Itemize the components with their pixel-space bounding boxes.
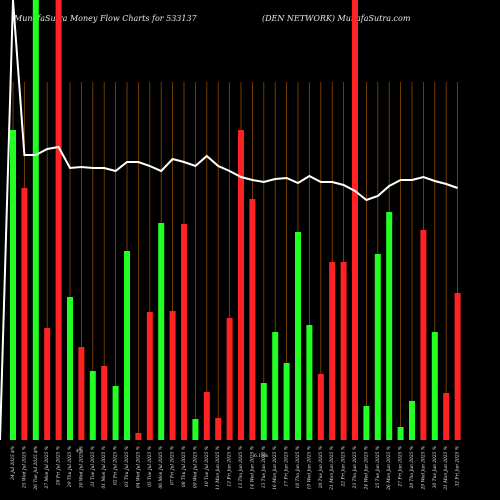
chart-title-left: MunafaSutra Money Flow Charts for 533137: [14, 14, 197, 23]
bar-25: [283, 363, 290, 440]
x-tick-label: 05 Tue Jul 2025 %: [148, 446, 153, 487]
bar-34: [386, 212, 393, 440]
annotation-1: $%: [76, 448, 84, 454]
bar-33: [374, 254, 381, 440]
bar-32: [363, 406, 370, 440]
x-tick-label: 26 Mon Jun 2025 %: [387, 446, 392, 491]
x-tick-label: 29 Wed Jun 2025 %: [421, 446, 426, 491]
x-tick-label: 17 Fri Jun 2025 %: [285, 446, 290, 486]
bar-39: [443, 393, 450, 440]
x-tick-label: 19 Wed Jun 2025 %: [307, 446, 312, 490]
x-tick-label: 24 Jul 2025 $%: [11, 446, 16, 481]
bar-8: [89, 371, 96, 440]
bar-27: [306, 325, 313, 440]
bar-19: [215, 418, 222, 440]
bar-11: [124, 251, 130, 440]
x-tick-label: 24 Wed Jun 2025 %: [364, 446, 369, 491]
x-tick-label: 12 Fri Jun 2025 %: [228, 446, 233, 486]
bar-23: [260, 383, 267, 440]
bar-9: [101, 366, 108, 440]
bar-10: [112, 386, 119, 440]
chart-title-right: (DEN NETWORK) MunafaSutra.com: [262, 14, 411, 23]
x-tick-label: 30 Tue Jun 2025 %: [433, 446, 438, 488]
bar-18: [203, 392, 210, 440]
bar-6: [67, 297, 73, 440]
x-tick-label: 29 Thu Jul 2025 %: [68, 446, 73, 488]
x-tick-label: 15 Tue Jun 2025 %: [262, 446, 267, 488]
x-tick-label: 31 Tue Jul 2025 %: [91, 446, 96, 487]
x-tick-labels: 24 Jul 2025 $% 25 Wed Jul 2025 % 26 Tue Ju…: [11, 446, 461, 491]
bar-28: [317, 374, 324, 440]
bar-12: [135, 433, 142, 440]
bar-35: [397, 427, 404, 440]
x-tick-label: 02 Fri Jul 2025 %: [114, 446, 119, 485]
x-tick-label: 27 Mon Jul 2025 %: [45, 446, 50, 489]
bar-24: [272, 332, 279, 440]
bar-17: [192, 419, 199, 440]
trend-line: [0, 0, 458, 441]
x-tick-label: 10 Tue Jul 2025 %: [205, 446, 210, 487]
x-tick-label: 20 Tue Jun 2025 %: [319, 446, 324, 489]
x-tick-label: 03 Thu Jul 2025 %: [125, 446, 130, 487]
bar-40: [454, 293, 461, 440]
bar-38: [431, 332, 438, 440]
x-tick-label: 16 Mon Jun 2025 %: [273, 446, 278, 490]
bar-1: [10, 130, 16, 440]
x-tick-label: 01 Mon Jul 2025 %: [102, 446, 107, 488]
x-tick-label: 21 Mon Jun 2025 %: [330, 446, 335, 491]
x-tick-label: 08 Thu Jul 2025 %: [182, 446, 187, 487]
bar-2: [21, 188, 28, 440]
x-tick-label: 28 Fri Jul 2025 %: [57, 446, 62, 486]
x-tick-label: 27 Fri Jun 2025 %: [399, 446, 404, 487]
bar-37: [420, 230, 427, 440]
x-tick-label: 32 Fri Jun 2025 %: [456, 446, 461, 486]
x-tick-label: 06 Mon Jul 2025 %: [159, 446, 164, 488]
bar-5: [55, 0, 62, 440]
bar-29: [329, 262, 336, 440]
x-tick-label: 14 Wed Jun 2025 %: [250, 446, 255, 490]
bar-14: [158, 223, 165, 440]
bar-31: [352, 0, 358, 440]
bar-21: [238, 130, 244, 440]
x-tick-label: 25 Tue Jun 2025 %: [376, 446, 381, 489]
bar-13: [146, 312, 153, 440]
bar-7: [78, 347, 85, 440]
bar-3: [32, 0, 39, 440]
bar-36: [409, 401, 415, 440]
x-tick-label: 30 Wed Jul 2025 %: [79, 446, 84, 488]
bar-16: [181, 224, 187, 440]
x-tick-label: 25 Wed Jul 2025 %: [22, 446, 27, 489]
trend-line-group: [0, 0, 458, 441]
x-tick-label: 09 Wed Jul 2025 %: [193, 446, 198, 488]
x-tick-label: 07 Fri Jul 2025 %: [171, 446, 176, 485]
bar-4: [44, 328, 51, 440]
x-tick-label: 18 Thu Jun 2025 %: [296, 446, 301, 489]
x-tick-label: 26 Tue Jul 2025 $%: [34, 446, 39, 491]
x-tick-label: 22 Fri Jun 2025 %: [342, 446, 347, 487]
bar-20: [226, 318, 233, 440]
annotation-2: 6.19%: [254, 453, 269, 459]
x-tick-label: 04 Wed Jul 2025 %: [136, 446, 141, 488]
bar-22: [249, 199, 256, 440]
bar-30: [340, 262, 347, 440]
x-tick-label: 31 Mon Jun 2025 %: [444, 446, 449, 490]
x-tick-label: 11 Mon Jun 2025 %: [216, 446, 221, 490]
bar-26: [295, 232, 301, 440]
x-tick-label: 13 Thu Jun 2025 %: [239, 446, 244, 489]
bar-15: [169, 311, 176, 440]
bars: [10, 0, 461, 440]
x-tick-label: 28 Thu Jun 2025 %: [410, 446, 415, 490]
x-tick-label: 23 Thu Jun 2025 %: [353, 446, 358, 490]
